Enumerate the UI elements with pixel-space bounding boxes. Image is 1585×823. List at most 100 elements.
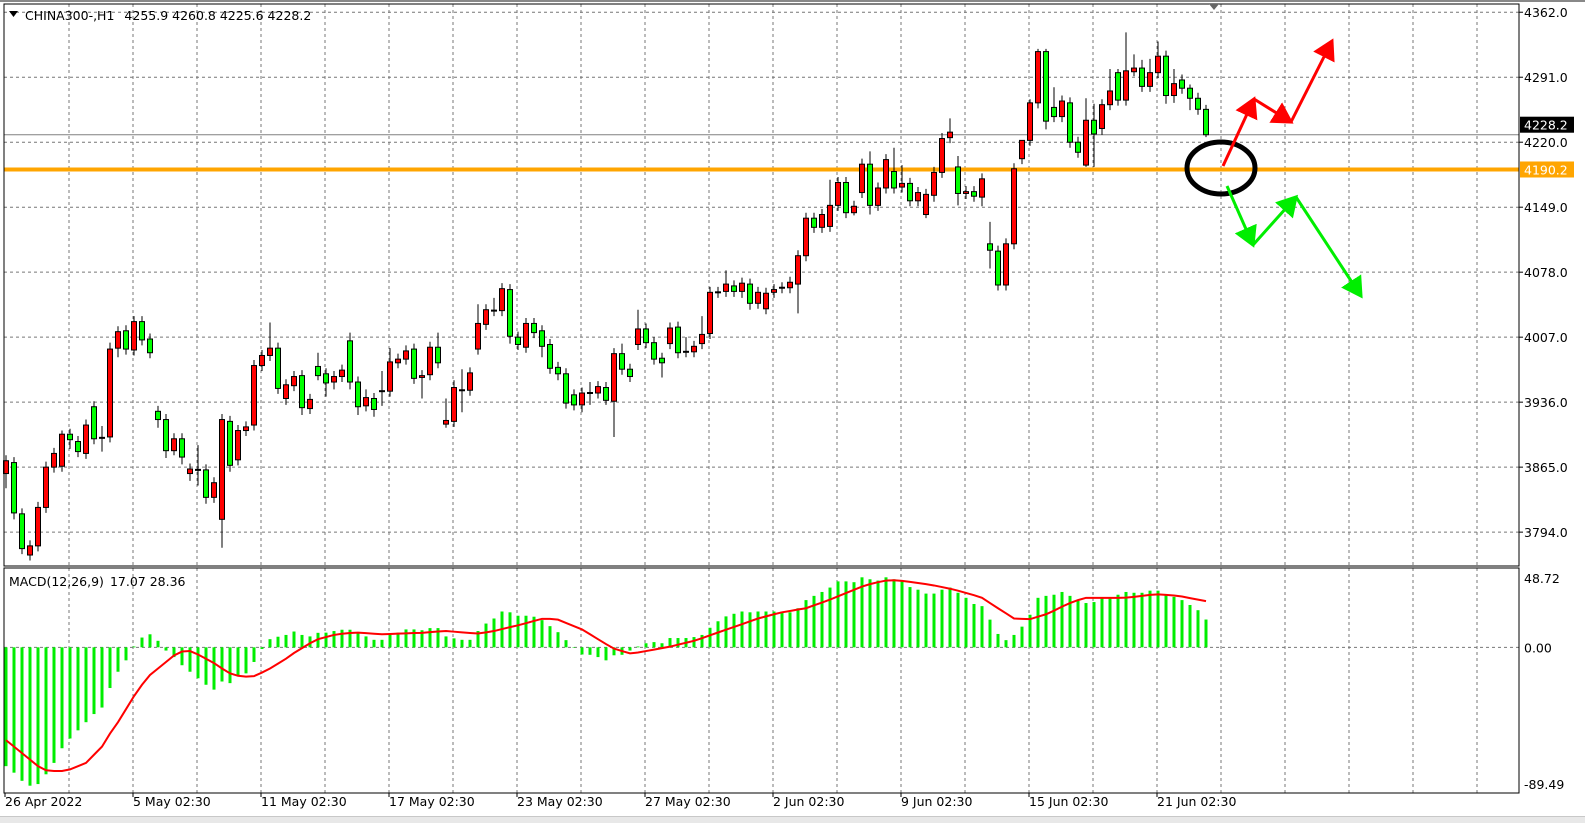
green-arrow-down[interactable] [1294, 196, 1363, 299]
macd-histogram-bar [188, 647, 192, 672]
candle [827, 179, 833, 232]
candle-body [403, 350, 409, 360]
macd-histogram-bar [628, 647, 632, 651]
macd-histogram-bar [980, 606, 984, 648]
candle-body [115, 331, 121, 349]
macd-histogram-bar [556, 632, 560, 648]
green-arrow-up[interactable] [1251, 194, 1299, 247]
candle-body [483, 309, 489, 325]
candle [347, 332, 353, 390]
macd-histogram-bar [924, 593, 928, 648]
candle [915, 187, 921, 207]
candle [139, 316, 145, 346]
candle-body [883, 159, 889, 189]
candle [419, 370, 425, 399]
macd-signal-line [5, 579, 1207, 773]
candle-body [955, 166, 961, 194]
red-arrow-down[interactable] [1253, 97, 1294, 124]
price-tick-label: 4149.0 [1524, 200, 1568, 215]
candle-body [411, 348, 417, 379]
candle-body [691, 345, 697, 353]
candle [1099, 99, 1105, 135]
level-price-badge: 4190.2 [1520, 161, 1574, 178]
macd-histogram-bar [268, 639, 272, 648]
candle [443, 398, 449, 428]
candle [67, 428, 73, 449]
macd-panel-frame [3, 567, 1520, 794]
red-arrow-up[interactable] [1221, 96, 1258, 167]
candle [291, 371, 297, 392]
candle-body [611, 353, 617, 402]
annotations[interactable] [1184, 38, 1363, 299]
macd-histogram-bar [1140, 592, 1144, 648]
red-arrow-up[interactable] [1289, 38, 1335, 123]
candle-body [1035, 51, 1041, 104]
candle [987, 221, 993, 269]
macd-histogram-bar [364, 636, 368, 648]
macd-histogram-bar [820, 591, 824, 648]
macd-histogram-bar [252, 647, 256, 662]
time-tick-label: 23 May 02:30 [517, 794, 603, 809]
macd-histogram-bar [828, 587, 832, 648]
candle-body [107, 348, 113, 438]
candle [691, 340, 697, 358]
candle-body [291, 376, 297, 387]
macd-histogram-bar [156, 640, 160, 648]
candle [115, 326, 121, 358]
candle-body [1011, 168, 1017, 245]
candle-body [707, 291, 713, 335]
macd-histogram-bar [1196, 610, 1200, 648]
macd-histogram-bar [876, 580, 880, 648]
price-tick-label: 4220.0 [1524, 135, 1568, 150]
candle [747, 278, 753, 310]
macd-histogram-bar [956, 592, 960, 648]
candle [555, 361, 561, 381]
time-tick-label: 27 May 02:30 [645, 794, 731, 809]
candle [635, 309, 641, 350]
macd-histogram-bar [492, 618, 496, 648]
symbol-timeframe: CHINA300-,H1 [25, 8, 114, 23]
candle-body [771, 289, 777, 293]
candle [1019, 139, 1025, 165]
candle [491, 297, 497, 317]
candle-body [835, 181, 841, 206]
candle [539, 325, 545, 358]
triangle-down-icon[interactable] [9, 11, 18, 17]
macd-histogram-bar [596, 647, 600, 658]
candle [587, 382, 593, 405]
macd-histogram-bar [1164, 594, 1168, 648]
candle-body [803, 217, 809, 257]
candle-body [763, 292, 769, 310]
candle-body [131, 321, 137, 351]
candle-body [891, 171, 897, 189]
macd-histogram-bar [916, 589, 920, 648]
candle [187, 463, 193, 481]
candle-body [83, 424, 89, 454]
candle-body [915, 192, 921, 202]
candle [1051, 87, 1057, 123]
macd-histogram-bar [1052, 594, 1056, 648]
macd-histogram-bar [484, 623, 488, 648]
candle-body [563, 373, 569, 404]
candle-body [795, 255, 801, 285]
candle-body [963, 191, 969, 194]
candle-body [147, 338, 153, 354]
candle-body [1059, 100, 1065, 118]
macd-header: MACD(12,26,9) 17.07 28.36 [9, 574, 186, 589]
macd-histogram-bar [804, 600, 808, 648]
candle-body [731, 285, 737, 292]
macd-histogram-bar [1028, 614, 1032, 648]
green-arrow-down[interactable] [1225, 185, 1257, 248]
candle [875, 182, 881, 211]
candle [131, 316, 137, 356]
candle [91, 401, 97, 445]
circle-annotation[interactable] [1184, 139, 1258, 197]
candle-body [755, 291, 761, 304]
candle-body [515, 336, 521, 345]
candle-body [123, 330, 129, 350]
macd-histogram-bar [36, 647, 40, 785]
candle-body [995, 250, 1001, 286]
candle [563, 368, 569, 409]
